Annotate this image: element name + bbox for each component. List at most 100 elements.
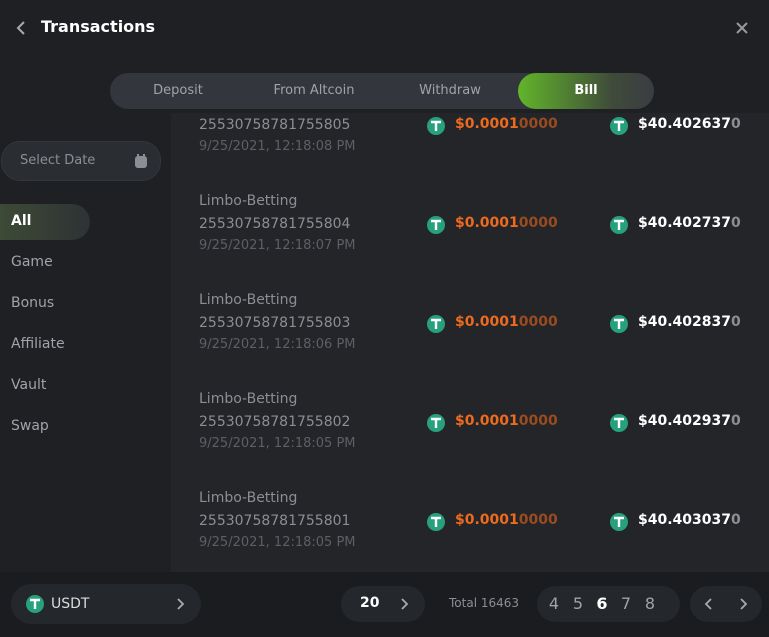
filter[interactable]: Vault (0, 368, 90, 404)
tx-balance: $40.4030370 (638, 512, 741, 528)
balance-main: $40.402737 (638, 215, 731, 231)
chevron (401, 598, 409, 610)
filter[interactable]: Bonus (0, 286, 90, 322)
back-icon (16, 21, 25, 35)
balance-main: $40.402937 (638, 413, 731, 429)
tab[interactable]: Bill (518, 73, 654, 109)
tx-id: 25530758781755801 (199, 513, 351, 529)
date-picker[interactable]: Select Date (1, 141, 161, 181)
back-button[interactable] (14, 18, 30, 38)
tab[interactable]: Deposit (110, 73, 246, 109)
tab-label: Deposit (153, 83, 203, 98)
filter-label: Bonus (11, 295, 55, 311)
tx-balance: $40.4029370 (638, 413, 741, 429)
balance-dim: 0 (731, 512, 741, 528)
tx-balance: $40.4027370 (638, 215, 741, 231)
usdt-icon (610, 513, 628, 531)
tx-amount: $0.00010000 (455, 314, 558, 330)
currency-select[interactable]: USDT (11, 584, 201, 624)
page-size: 20 (360, 595, 380, 611)
filter[interactable]: Affiliate (0, 327, 90, 363)
balance-main: $40.402837 (638, 314, 731, 330)
tx-date: 9/25/2021, 12:18:06 PM (199, 337, 356, 352)
balance-main: $40.402637 (638, 116, 731, 132)
tx-id: 25530758781755805 (199, 117, 351, 133)
filter-label: Affiliate (11, 336, 65, 352)
amount-dim: 0000 (518, 413, 558, 429)
page-nav (690, 586, 762, 622)
usdt-icon (427, 414, 445, 432)
tx-date: 9/25/2021, 12:18:08 PM (199, 139, 356, 154)
chevron (177, 598, 185, 610)
filter[interactable]: Game (0, 245, 90, 281)
tab-bar: Deposit From Altcoin Withdraw Bill (110, 73, 654, 109)
tx-amount: $0.00010000 (455, 215, 558, 231)
filter-label: Game (11, 254, 53, 270)
next-page[interactable] (738, 597, 750, 611)
tx-name: Limbo-Betting (199, 490, 298, 506)
amount-dim: 0000 (518, 512, 558, 528)
page-size-select[interactable]: 20 (341, 586, 425, 622)
amount-main: $0.0001 (455, 512, 519, 528)
amount-main: $0.0001 (455, 314, 519, 330)
tab[interactable]: Withdraw (382, 73, 518, 109)
amount-dim: 0000 (518, 314, 558, 330)
filter-label: Swap (11, 418, 49, 434)
tx-balance: $40.4026370 (638, 116, 741, 132)
tab[interactable]: From Altcoin (246, 73, 382, 109)
filter-label: All (11, 213, 32, 229)
tx-amount: $0.00010000 (455, 413, 558, 429)
tx-name: Limbo-Betting (199, 292, 298, 308)
tx-date: 9/25/2021, 12:18:05 PM (199, 535, 356, 550)
tab-label: Bill (574, 83, 598, 98)
tx-date: 9/25/2021, 12:18:05 PM (199, 436, 356, 451)
prev-page[interactable] (702, 597, 714, 611)
usdt-icon (610, 414, 628, 432)
calendar-icon (135, 154, 147, 168)
date-placeholder: Select Date (20, 153, 96, 168)
page-number[interactable]: 8 (644, 594, 656, 613)
close-button[interactable] (734, 20, 750, 36)
tab-label: Withdraw (419, 83, 481, 98)
tx-amount: $0.00010000 (455, 512, 558, 528)
usdt-icon (610, 315, 628, 333)
usdt-icon (427, 117, 445, 135)
page-number[interactable]: 5 (572, 594, 584, 613)
balance-main: $40.403037 (638, 512, 731, 528)
amount-main: $0.0001 (455, 215, 519, 231)
filter[interactable]: All (0, 204, 90, 240)
amount-dim: 0000 (518, 116, 558, 132)
page-number[interactable]: 6 (596, 594, 608, 613)
filter[interactable]: Swap (0, 409, 90, 445)
tx-id: 25530758781755802 (199, 414, 351, 430)
page-number[interactable]: 7 (620, 594, 632, 613)
usdt-icon (26, 595, 44, 613)
currency: USDT (51, 596, 90, 612)
close-icon (736, 22, 748, 34)
tx-date: 9/25/2021, 12:18:07 PM (199, 238, 356, 253)
title: Transactions (41, 17, 156, 36)
amount-dim: 0000 (518, 215, 558, 231)
tx-balance: $40.4028370 (638, 314, 741, 330)
amount-main: $0.0001 (455, 413, 519, 429)
tx-id: 25530758781755803 (199, 315, 351, 331)
usdt-icon (427, 513, 445, 531)
transaction-list: 25530758781755805 9/25/2021, 12:18:08 PM $… (171, 113, 769, 572)
tx-id: 25530758781755804 (199, 216, 351, 232)
balance-dim: 0 (731, 215, 741, 231)
balance-dim: 0 (731, 314, 741, 330)
page-number[interactable]: 4 (548, 594, 560, 613)
balance-dim: 0 (731, 116, 741, 132)
usdt-icon (427, 216, 445, 234)
usdt-icon (610, 117, 628, 135)
usdt-icon (610, 216, 628, 234)
filter-label: Vault (11, 377, 47, 393)
balance-dim: 0 (731, 413, 741, 429)
tab-label: From Altcoin (273, 83, 355, 98)
amount-main: $0.0001 (455, 116, 519, 132)
tx-amount: $0.00010000 (455, 116, 558, 132)
tx-name: Limbo-Betting (199, 391, 298, 407)
